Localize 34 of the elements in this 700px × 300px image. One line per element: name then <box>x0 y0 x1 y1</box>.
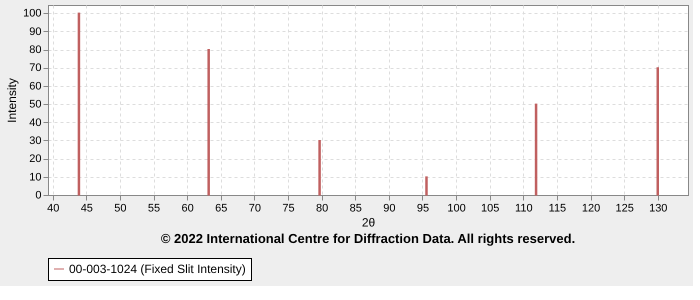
x-tick-label: 130 <box>649 202 668 214</box>
x-tick-label: 65 <box>215 202 228 214</box>
x-tick-label: 120 <box>582 202 600 214</box>
y-tick-label: 70 <box>29 62 42 74</box>
x-tick-label: 105 <box>481 202 500 214</box>
x-tick-label: 40 <box>47 202 60 214</box>
x-tick-label: 75 <box>282 202 295 214</box>
x-tick-label: 85 <box>350 202 362 214</box>
y-tick-label: 60 <box>29 80 42 92</box>
y-axis-title: Intensity <box>5 78 20 123</box>
x-tick-label: 100 <box>447 202 466 214</box>
x-tick-label: 125 <box>615 202 634 214</box>
x-tick-label: 90 <box>383 202 396 214</box>
x-tick-label: 80 <box>316 202 328 214</box>
x-tick-label: 95 <box>416 202 430 214</box>
legend-label: 00-003-1024 (Fixed Slit Intensity) <box>69 262 246 276</box>
y-tick-label: 0 <box>35 190 42 202</box>
y-tick-label: 100 <box>23 8 42 20</box>
x-tick-label: 70 <box>248 202 262 214</box>
y-tick-label: 80 <box>29 44 42 56</box>
y-tick-label: 30 <box>29 134 42 147</box>
x-tick-label: 60 <box>182 202 194 214</box>
x-tick-label: 115 <box>548 202 566 214</box>
y-tick-label: 10 <box>29 171 42 184</box>
x-tick-label: 45 <box>80 202 93 214</box>
x-axis-title: 2θ <box>362 216 376 230</box>
x-tick-label: 110 <box>515 202 533 214</box>
y-tick-label: 50 <box>29 98 42 111</box>
text: © 2022 International Centre for Diffraction Data. All rights reserved. <box>160 231 576 246</box>
y-tick-label: 90 <box>29 26 42 38</box>
y-tick-label: 20 <box>29 153 42 166</box>
x-tick-label: 50 <box>114 202 127 214</box>
y-tick-label: 40 <box>29 116 42 129</box>
x-tick-label: 55 <box>148 202 160 214</box>
